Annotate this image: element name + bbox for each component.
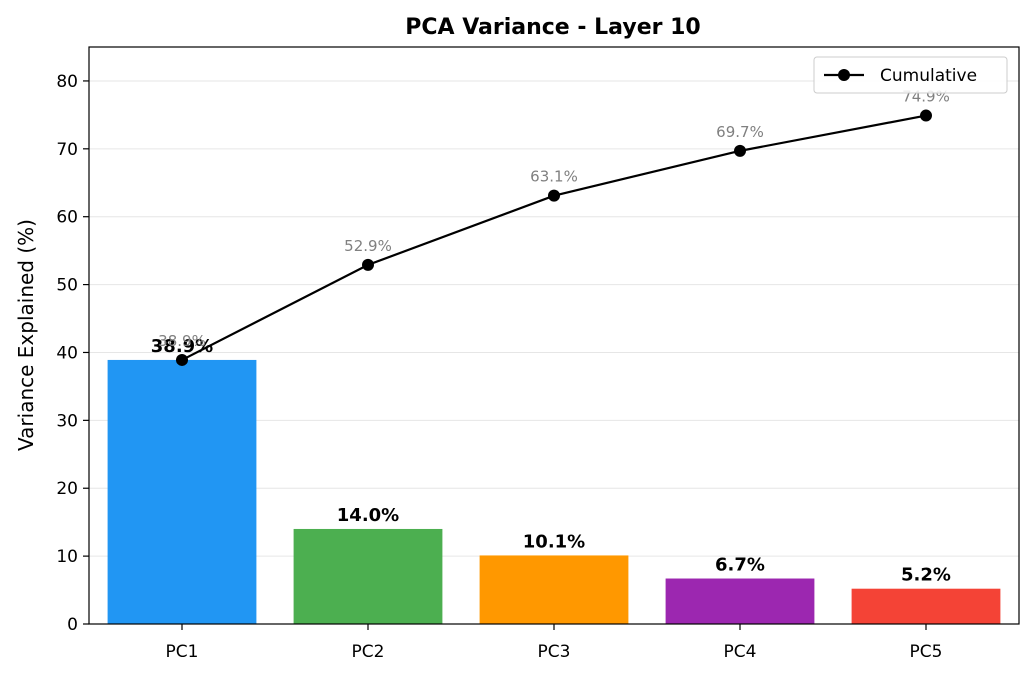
y-axis-label: Variance Explained (%)	[14, 219, 38, 451]
cumulative-label-pc1: 38.9%	[158, 332, 206, 350]
x-tick-label-pc2: PC2	[352, 642, 385, 662]
x-tick-label-pc3: PC3	[538, 642, 571, 662]
bar-value-label-pc3: 10.1%	[523, 531, 585, 552]
chart-title: PCA Variance - Layer 10	[405, 15, 701, 40]
y-tick-label-80: 80	[56, 72, 78, 92]
bars	[107, 359, 1001, 624]
bar-pc3	[479, 555, 629, 624]
cumulative-point-pc3	[548, 189, 560, 202]
x-tick-label-pc1: PC1	[166, 642, 199, 662]
bar-pc1	[107, 359, 257, 624]
y-tick-label-30: 30	[56, 411, 78, 431]
cumulative-point-pc4	[734, 144, 746, 157]
cumulative-label-pc3: 63.1%	[530, 168, 578, 186]
bar-value-label-pc2: 14.0%	[337, 505, 399, 526]
cumulative-label-pc4: 69.7%	[716, 123, 764, 141]
y-tick-label-10: 10	[56, 547, 78, 567]
y-tick-label-50: 50	[56, 276, 78, 296]
y-tick-label-0: 0	[67, 615, 78, 635]
cumulative-point-pc2	[362, 258, 374, 271]
axes: 0 10 20 30 40 50 60 70 80 PC1 PC2 PC3 PC4 PC5	[56, 46, 1020, 662]
x-tick-label-pc5: PC5	[910, 642, 943, 662]
y-tick-label-20: 20	[56, 479, 78, 499]
cumulative-label-pc2: 52.9%	[344, 237, 392, 255]
plot-frame	[88, 46, 1020, 625]
bar-pc4	[665, 578, 815, 624]
legend-label-cumulative: Cumulative	[880, 66, 977, 86]
bar-value-label-pc5: 5.2%	[901, 565, 951, 586]
bar-value-labels: 38.9%14.0%10.1%6.7% 5.2%	[151, 336, 951, 586]
cumulative-point-pc1	[176, 353, 188, 366]
legend-marker-swatch	[838, 69, 850, 81]
bar-pc2	[293, 528, 443, 624]
legend-frame	[813, 56, 1008, 94]
legend: Cumulative	[813, 56, 1008, 94]
y-tick-label-40: 40	[56, 343, 78, 363]
cumulative-point-pc5	[920, 109, 932, 122]
y-tick-label-60: 60	[56, 208, 78, 228]
y-tick-label-70: 70	[56, 140, 78, 160]
bar-value-label-pc4: 6.7%	[715, 555, 765, 576]
x-tick-label-pc4: PC4	[724, 642, 757, 662]
bar-pc5	[851, 588, 1001, 624]
